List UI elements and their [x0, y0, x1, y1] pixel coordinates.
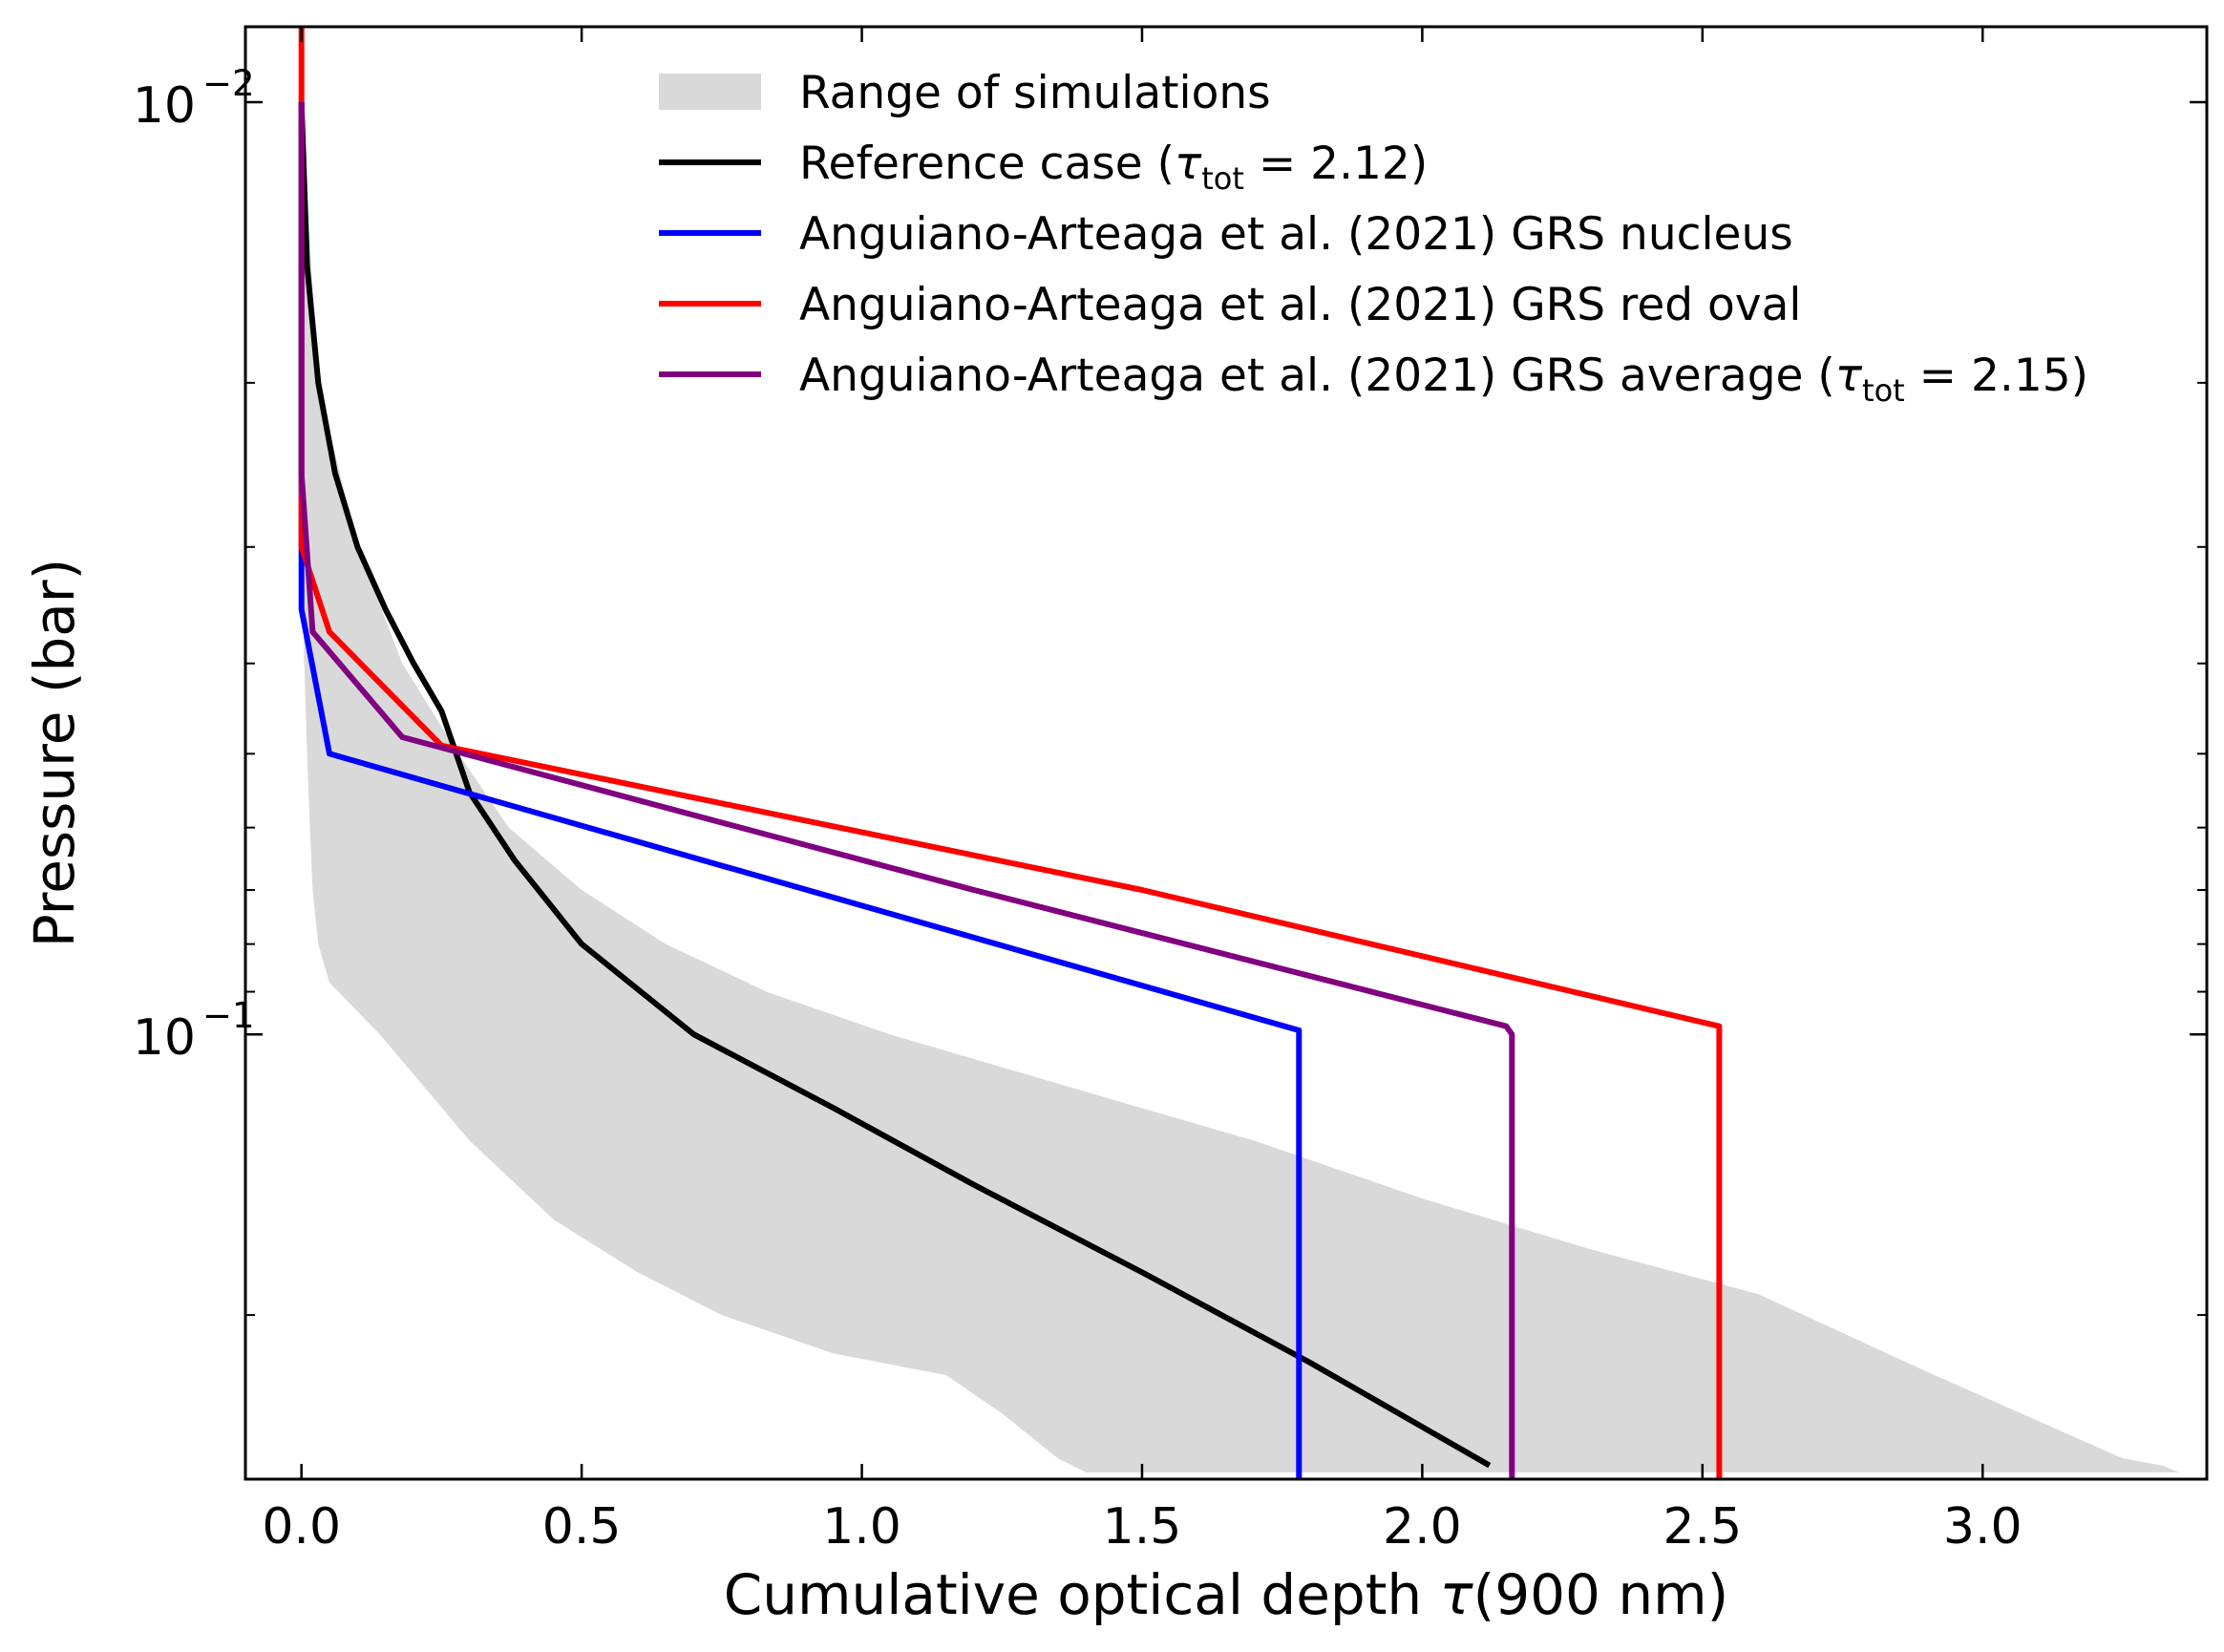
- x-axis-title: Cumulative optical depth τ(900 nm): [724, 1562, 1728, 1627]
- simulation-range-band: [301, 102, 2179, 1472]
- legend-label: Anguiano-Arteaga et al. (2021) GRS red o…: [799, 279, 1801, 331]
- legend-label-text: Reference case (: [799, 138, 1175, 190]
- y-tick-label-exponent: −1: [202, 995, 255, 1036]
- legend-label: Anguiano-Arteaga et al. (2021) GRS avera…: [799, 349, 2088, 409]
- series-line-3: [298, 102, 1515, 1479]
- x-tick-label: 0.0: [262, 1498, 341, 1556]
- x-tick-label: 2.5: [1663, 1498, 1742, 1556]
- x-tick-label: 2.0: [1383, 1498, 1462, 1556]
- y-axis-title: Pressure (bar): [22, 559, 87, 948]
- legend-label: Reference case (τtot = 2.12): [799, 138, 1428, 197]
- y-tick-label-base: 10: [133, 77, 196, 135]
- legend-label-tau: τ: [1175, 138, 1202, 190]
- x-tick-label: 3.0: [1943, 1498, 2023, 1556]
- legend-label-text: Anguiano-Arteaga et al. (2021) GRS avera…: [799, 349, 1835, 402]
- x-axis-title-suffix: (900 nm): [1473, 1562, 1729, 1627]
- legend-label: Anguiano-Arteaga et al. (2021) GRS nucle…: [799, 208, 1793, 261]
- y-tick-label-exponent: −2: [202, 63, 255, 104]
- x-axis-title-prefix: Cumulative optical depth: [724, 1562, 1440, 1627]
- legend-label-tau: τ: [1835, 349, 1863, 402]
- x-tick-label: 1.5: [1103, 1498, 1182, 1556]
- legend-band-swatch: [659, 74, 761, 110]
- legend-label-subscript: tot: [1862, 372, 1905, 409]
- legend-label-suffix: = 2.12): [1244, 138, 1428, 190]
- x-tick-label: 1.0: [822, 1498, 901, 1556]
- x-axis-title-symbol: τ: [1440, 1562, 1474, 1627]
- legend-label-suffix: = 2.15): [1905, 349, 2088, 402]
- legend-label-subscript: tot: [1201, 160, 1244, 197]
- legend-label-text: Anguiano-Arteaga et al. (2021) GRS nucle…: [799, 208, 1793, 261]
- legend-label: Range of simulations: [799, 67, 1271, 119]
- x-tick-label: 0.5: [542, 1498, 622, 1556]
- legend-label-text: Anguiano-Arteaga et al. (2021) GRS red o…: [799, 279, 1801, 331]
- y-tick-label-base: 10: [133, 1009, 196, 1067]
